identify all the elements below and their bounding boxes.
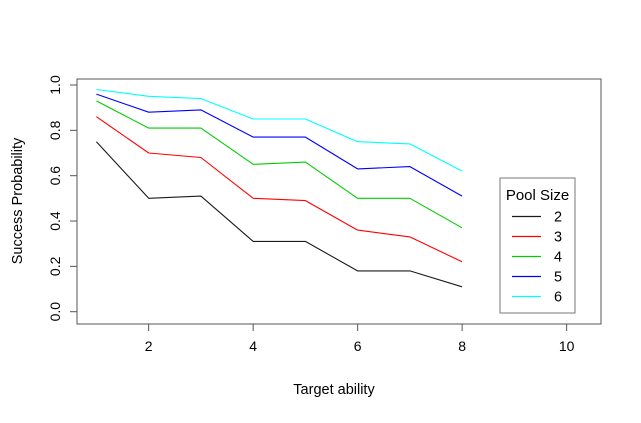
legend-label-pool-3: 3 (554, 230, 562, 246)
x-tick-label: 8 (458, 338, 466, 354)
legend-title: Pool Size (506, 187, 569, 204)
legend: Pool Size 2 3 4 5 6 (499, 177, 576, 314)
series-line-pool-6 (96, 88, 463, 172)
series-line-pool-3 (96, 116, 463, 263)
x-axis-title: Target ability (293, 382, 375, 398)
y-tick-label: 0.8 (47, 120, 63, 140)
series-line-pool-5 (96, 93, 463, 197)
legend-box (499, 177, 576, 314)
x-tick-label: 2 (145, 338, 153, 354)
y-tick-label: 0.2 (47, 256, 63, 276)
series-line-pool-4 (96, 100, 463, 229)
x-tick-label: 6 (354, 338, 362, 354)
legend-entries: 2 3 4 5 6 (512, 210, 562, 306)
y-axis-title: Success Probability (10, 137, 26, 264)
y-tick-label: 0.4 (47, 211, 63, 231)
y-tick-label: 0.6 (47, 166, 63, 186)
data-series-lines (95, 88, 463, 288)
series-line-pool-2 (95, 141, 463, 288)
x-tick-label: 4 (249, 338, 257, 354)
x-tick-label: 10 (559, 338, 575, 354)
legend-label-pool-2: 2 (554, 210, 562, 226)
y-axis-ticks: 0.0 0.2 0.4 0.6 0.8 1.0 (47, 75, 77, 321)
plot-border (76, 78, 602, 325)
y-tick-label: 0.0 (47, 302, 63, 322)
legend-label-pool-5: 5 (554, 270, 562, 286)
legend-label-pool-4: 4 (554, 250, 562, 266)
x-axis-ticks: 2 4 6 8 10 (145, 324, 575, 354)
legend-label-pool-6: 6 (554, 290, 562, 306)
y-tick-label: 1.0 (47, 75, 63, 95)
